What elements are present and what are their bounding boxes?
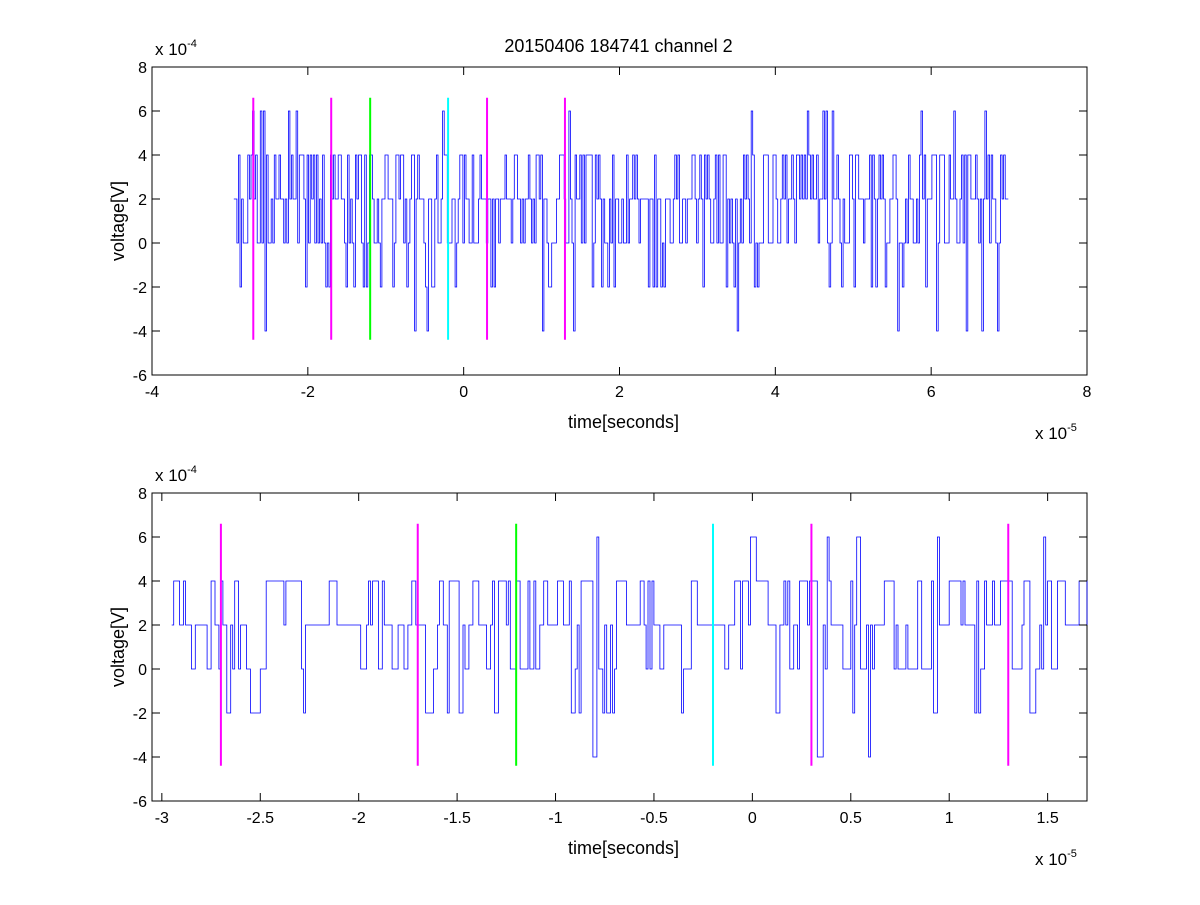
y-tick-label: 8 (138, 60, 147, 77)
signal-line (233, 110, 1009, 332)
x-tick-label: 8 (1083, 384, 1092, 401)
y-tick-label: 2 (138, 618, 147, 635)
y-axis-label: voltage[V] (108, 607, 128, 687)
x-tick-label: -1 (548, 810, 562, 827)
x-multiplier: x 10-5 (1035, 422, 1077, 443)
x-axis-label: time[seconds] (568, 412, 679, 432)
y-multiplier: x 10-4 (155, 38, 197, 59)
x-tick-label: 6 (927, 384, 936, 401)
y-tick-label: 2 (138, 192, 147, 209)
x-tick-label: -0.5 (640, 810, 668, 827)
axes-box (151, 492, 1088, 802)
x-tick-label: -2 (301, 384, 315, 401)
y-tick-label: -4 (133, 750, 147, 767)
y-tick-label: -6 (133, 368, 147, 385)
plot-2: -3 -2.5 -2 -1.5 -1 -0.5 0 0.5 1 1.5 -6 -4 -2 0 2 4 6 8 tim… (108, 464, 1088, 869)
y-tick-label: 0 (138, 662, 147, 679)
axes-box (151, 66, 1088, 376)
x-tick-label: 0.5 (840, 810, 862, 827)
y-tick-label: 0 (138, 236, 147, 253)
x-tick-label: -1.5 (443, 810, 471, 827)
y-multiplier: x 10-4 (155, 464, 197, 485)
y-tick-label: 8 (138, 486, 147, 503)
plot-1: -4 -2 0 2 4 6 8-6-4-202468time[seconds]voltage… (108, 36, 1092, 443)
y-axis-label: voltage[V] (108, 181, 128, 261)
x-tick-label: 4 (771, 384, 780, 401)
signal-line (171, 536, 1088, 758)
y-tick-label: 6 (138, 530, 147, 547)
y-tick-label: -2 (133, 706, 147, 723)
y-tick-label: -4 (133, 324, 147, 341)
x-tick-label: -3 (155, 810, 169, 827)
x-axis-label: time[seconds] (568, 838, 679, 858)
x-tick-label: -2.5 (246, 810, 274, 827)
y-tick-label: 6 (138, 104, 147, 121)
chart-title: 20150406 184741 channel 2 (504, 36, 732, 56)
x-tick-label: 1 (945, 810, 954, 827)
x-tick-label: 0 (459, 384, 468, 401)
y-tick-label: 4 (138, 574, 147, 591)
x-tick-label: -2 (352, 810, 366, 827)
y-tick-label: 4 (138, 148, 147, 165)
x-tick-label: 0 (748, 810, 757, 827)
x-tick-label: 2 (615, 384, 624, 401)
x-tick-label: -4 (145, 384, 159, 401)
x-multiplier: x 10-5 (1035, 848, 1077, 869)
y-tick-label: -2 (133, 280, 147, 297)
x-tick-label: 1.5 (1037, 810, 1059, 827)
y-tick-label: -6 (133, 794, 147, 811)
